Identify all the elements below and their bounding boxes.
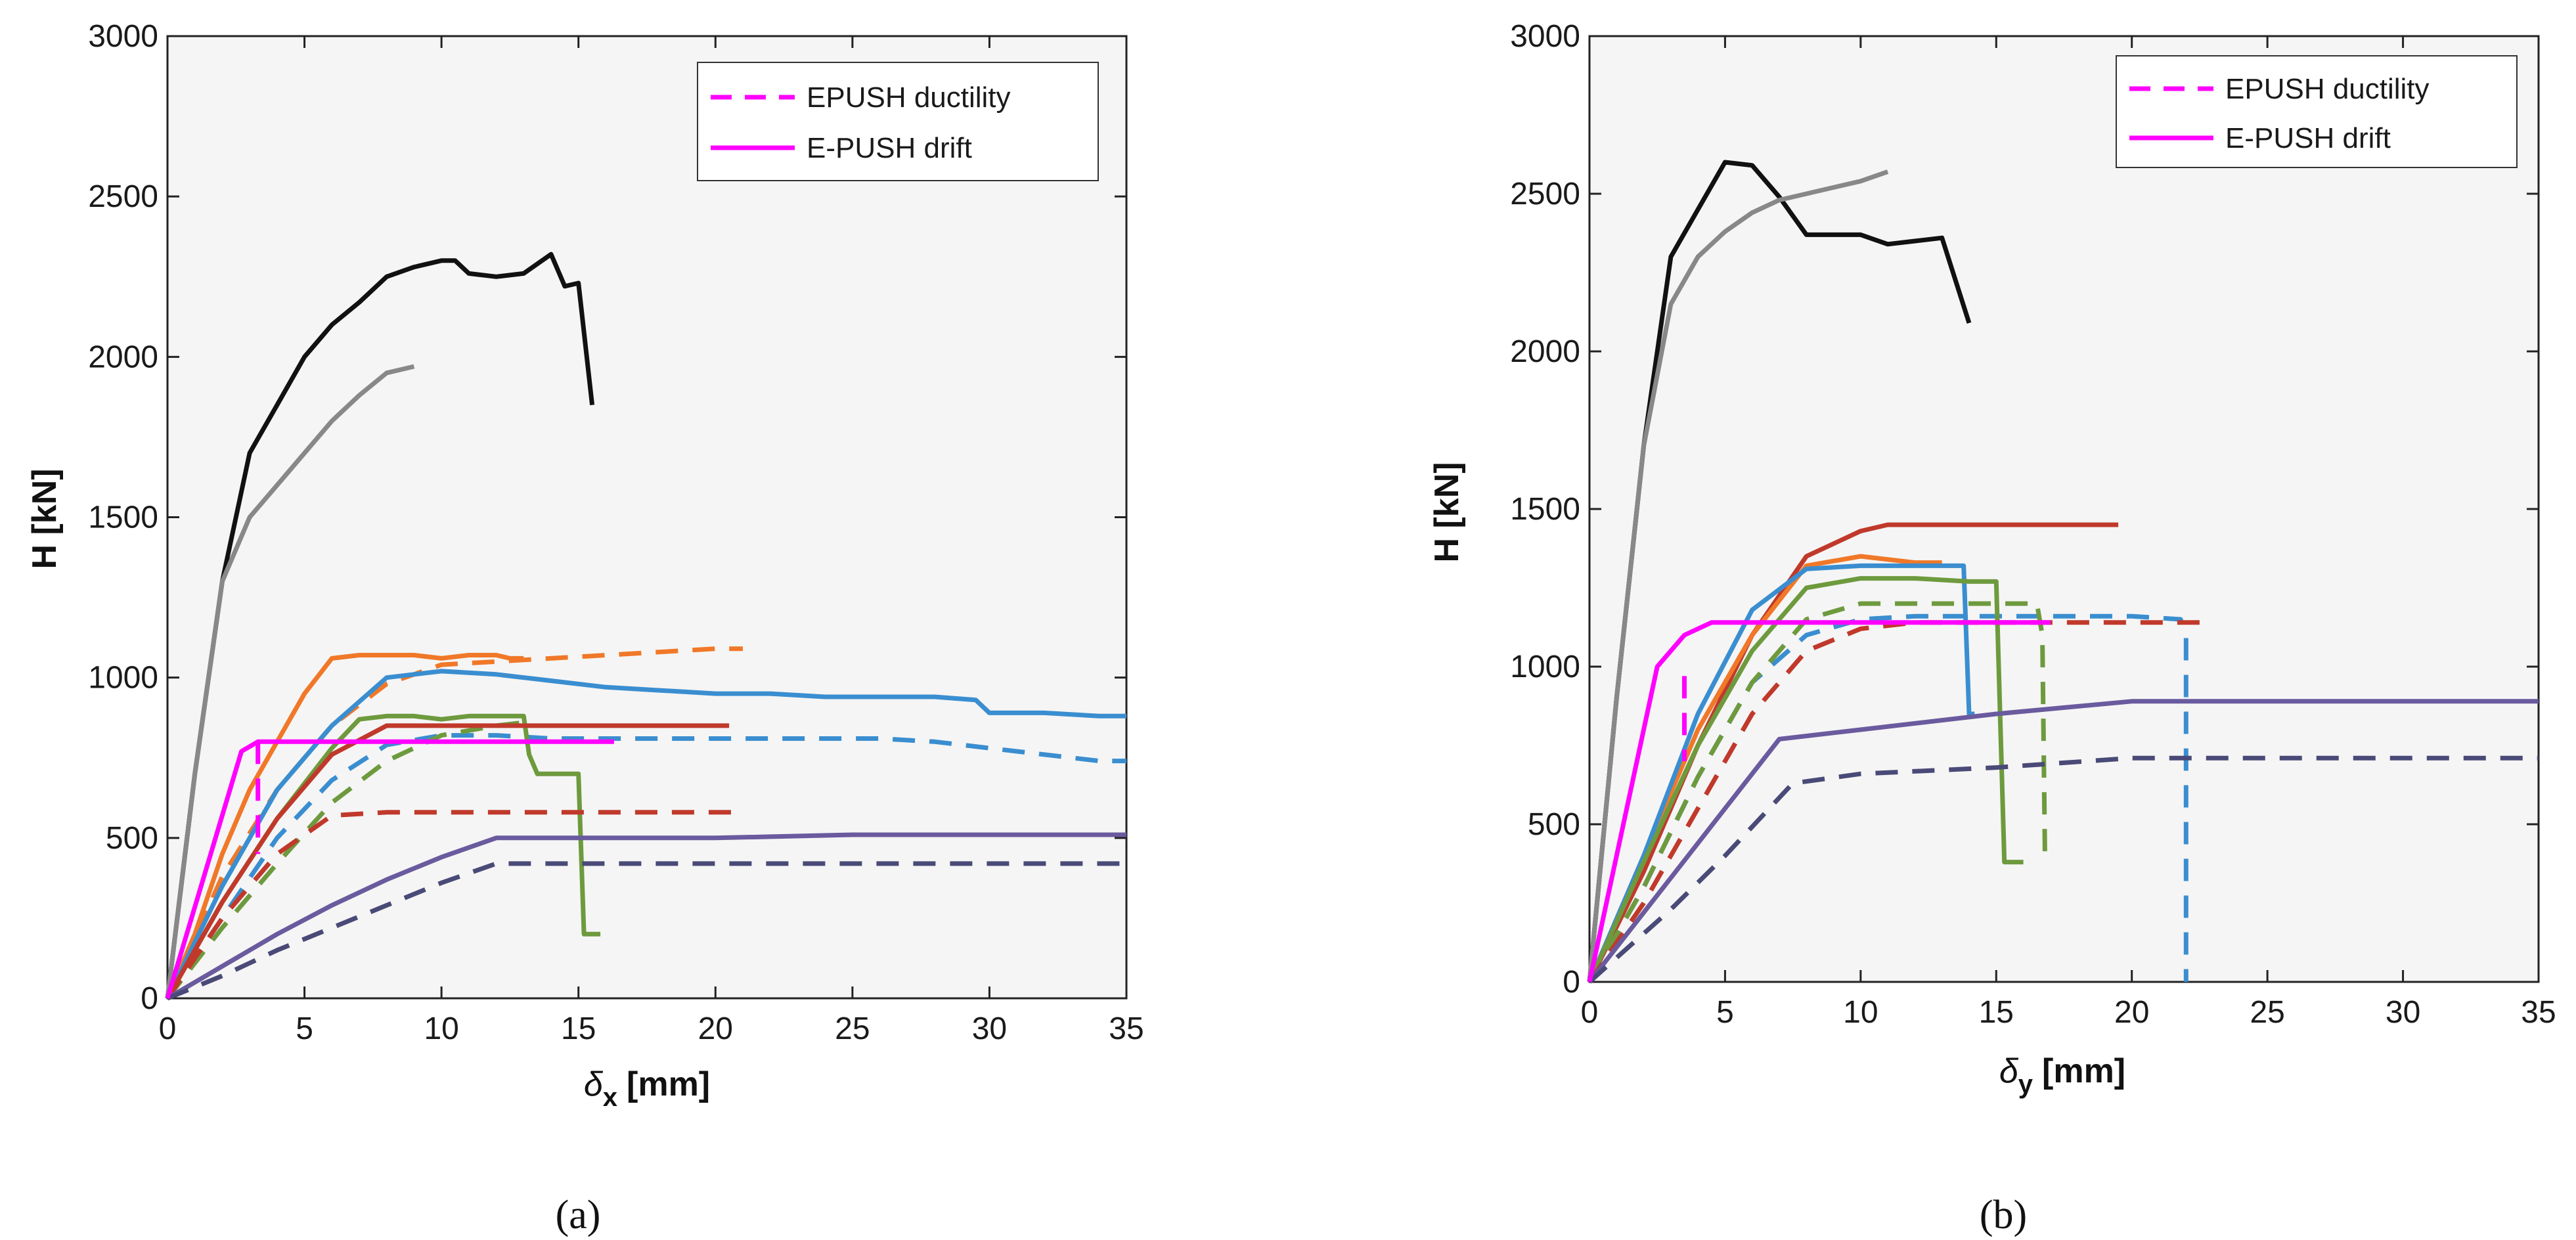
y-tick-label-a-6: 3000	[88, 19, 158, 54]
y-tick-label-b-3: 1500	[1510, 492, 1580, 527]
x-tick-label-a-7: 35	[1109, 1011, 1144, 1046]
series-line-b-green-dashed-7	[1587, 601, 2048, 983]
y-tick-label-a-3: 1500	[88, 500, 158, 535]
y-tick-label-b-1: 500	[1528, 807, 1580, 842]
series-line-b-black-0	[1587, 160, 1972, 983]
x-tick-label-b-6: 30	[2386, 995, 2420, 1030]
legend-b: EPUSH ductility E-PUSH drift	[2116, 55, 2518, 168]
x-axis-unit-a: [mm]	[627, 1065, 710, 1103]
series-line-a-orange-2	[165, 653, 524, 1000]
legend-label-ductility-b: EPUSH ductility	[2225, 73, 2430, 105]
y-tick-label-a-0: 0	[141, 981, 158, 1016]
x-tick-label-b-5: 25	[2250, 995, 2284, 1030]
y-tick-label-b-6: 3000	[1510, 19, 1580, 54]
x-tick-label-b-0: 0	[1581, 995, 1599, 1030]
series-line-a-red-dashed-9	[166, 810, 743, 1000]
y-ticks-b: 0 500 1000 1500 2000 2500 3000	[1510, 19, 2539, 1000]
y-axis-label-b: H [kN]	[1428, 462, 1466, 562]
x-tick-label-a-5: 25	[835, 1011, 870, 1046]
series-line-a-purple-10	[166, 832, 1126, 1001]
x-tick-label-a-3: 15	[561, 1011, 596, 1046]
x-axis-symbol-b: δ	[1999, 1052, 2019, 1090]
series-line-b-blue-dashed-5	[1587, 613, 2188, 983]
series-line-a-black-0	[165, 252, 595, 999]
legend-a: EPUSH ductility E-PUSH drift	[697, 62, 1099, 181]
legend-label-drift-a: E-PUSH drift	[807, 132, 972, 164]
panel-caption-a: (a)	[556, 1193, 601, 1237]
y-tick-label-a-1: 500	[106, 821, 158, 856]
x-tick-label-b-3: 15	[1979, 995, 2014, 1030]
y-tick-label-b-4: 2000	[1510, 334, 1580, 369]
series-line-a-orange-dashed-3	[165, 646, 743, 1000]
x-axis-sub-b: y	[2018, 1070, 2033, 1099]
legend-box-b	[2116, 55, 2518, 168]
series-line-a-green-6	[165, 713, 601, 1000]
x-tick-label-b-4: 20	[2114, 995, 2149, 1030]
series-line-b-blue-4	[1587, 563, 1975, 983]
y-tick-label-a-5: 2500	[88, 179, 158, 214]
y-axis-label-a: H [kN]	[26, 468, 64, 569]
x-axis-symbol-a: δ	[584, 1065, 604, 1103]
y-tick-label-a-4: 2000	[88, 340, 158, 374]
series-group-a	[165, 252, 1126, 1001]
panel-caption-b: (b)	[1980, 1193, 2027, 1237]
series-line-b-red-dashed-8	[1588, 620, 2213, 983]
x-axis-label-a: δx [mm]	[584, 1065, 710, 1112]
y-tick-label-b-5: 2500	[1510, 177, 1580, 211]
series-line-a-gray-1	[165, 364, 415, 999]
series-line-b-green-6	[1587, 576, 2024, 983]
series-line-a-blue-dashed-5	[166, 733, 1126, 1000]
series-group-b	[1587, 160, 2539, 984]
x-ticks-a: 0 5 10 15 20 25 30 35	[159, 36, 1144, 1046]
series-line-b-purple-9	[1588, 699, 2539, 984]
x-tick-label-b-1: 5	[1716, 995, 1734, 1030]
x-tick-label-a-2: 10	[424, 1011, 458, 1046]
y-tick-label-b-2: 1000	[1510, 650, 1580, 684]
series-line-a-blue-4	[165, 669, 1126, 1000]
legend-label-ductility-a: EPUSH ductility	[807, 81, 1011, 114]
plot-area-b	[1588, 35, 2540, 983]
x-tick-label-a-4: 20	[698, 1011, 733, 1046]
series-line-b-e-push-drift-11	[1587, 620, 2051, 983]
x-tick-label-a-1: 5	[296, 1011, 313, 1046]
y-tick-label-b-0: 0	[1563, 965, 1580, 1000]
series-line-a-red-8	[165, 723, 730, 1000]
series-line-a-e-push-drift-12	[165, 739, 614, 1000]
series-line-b-purple-dashed-10	[1588, 755, 2539, 984]
x-tick-label-b-7: 35	[2521, 995, 2556, 1030]
x-axis-unit-b: [mm]	[2042, 1052, 2125, 1090]
x-tick-label-a-0: 0	[159, 1011, 177, 1046]
x-axis-label-b: δy [mm]	[1999, 1052, 2125, 1099]
x-tick-label-a-6: 30	[972, 1011, 1007, 1046]
series-line-b-gray-1	[1587, 169, 1889, 983]
x-tick-label-b-2: 10	[1843, 995, 1878, 1030]
y-tick-label-a-2: 1000	[88, 661, 158, 696]
x-axis-sub-a: x	[603, 1083, 617, 1112]
y-ticks-a: 0 500 1000 1500 2000 2500 3000	[88, 19, 1126, 1016]
legend-label-drift-b: E-PUSH drift	[2225, 122, 2391, 154]
x-ticks-b: 0 5 10 15 20 25 30 35	[1581, 36, 2556, 1030]
series-line-a-purple-dashed-11	[166, 861, 1126, 1001]
legend-box-a	[697, 62, 1099, 181]
